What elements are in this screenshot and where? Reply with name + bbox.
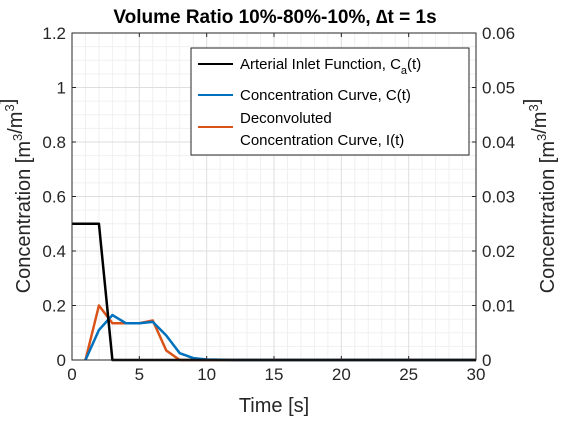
y-axis-right-label: Concentration [m3/m3] (521, 99, 559, 294)
x-tick-label: 10 (197, 365, 216, 384)
axis-ticks (71, 32, 477, 361)
x-axis-label: Time [s] (239, 395, 309, 417)
legend-label-arterial-inlet: Arterial Inlet Function, Ca(t) (240, 56, 421, 77)
axis-label-superscript: 3 (526, 104, 541, 111)
x-tick-label: 25 (399, 365, 418, 384)
y-right-tick-label: 0.04 (482, 133, 515, 152)
x-tick-labels: 0 5 10 15 20 25 30 (67, 365, 485, 384)
y-right-tick-label: 0.02 (482, 242, 515, 261)
y-left-tick-labels: 0 0.2 0.4 0.6 0.8 1 1.2 (42, 24, 66, 370)
y-left-tick-label: 1 (57, 79, 66, 98)
x-tick-label: 30 (467, 365, 486, 384)
axis-label-part: /m (529, 112, 551, 134)
y-right-tick-label: 0.03 (482, 188, 515, 207)
axis-label-part: /m (5, 112, 27, 134)
legend-label-arterial-inlet-main: Arterial Inlet Function, C (240, 56, 401, 73)
y-left-tick-label: 0.2 (42, 297, 66, 316)
y-left-tick-label: 1.2 (42, 24, 66, 43)
y-left-tick-label: 0.4 (42, 242, 66, 261)
y-right-tick-label: 0 (482, 351, 491, 370)
legend-label-concentration-curve: Concentration Curve, C(t) (240, 87, 411, 104)
axis-label-superscript: 3 (534, 134, 549, 141)
y-right-tick-label: 0.01 (482, 297, 515, 316)
axis-label-part: ] (0, 99, 19, 105)
x-tick-label: 20 (332, 365, 351, 384)
legend-label-arterial-inlet-subscript: a (401, 65, 408, 77)
y-left-tick-label: 0.6 (42, 188, 66, 207)
x-tick-label: 5 (135, 365, 144, 384)
y-right-tick-labels: 0 0.01 0.02 0.03 0.04 0.05 0.06 (482, 24, 515, 370)
y-left-tick-label: 0 (57, 351, 66, 370)
legend-label-deconvoluted-line1: Deconvoluted (240, 110, 332, 127)
y-right-tick-label: 0.05 (482, 79, 515, 98)
x-tick-label: 0 (67, 365, 76, 384)
y-axis-left-label: Concentration [m3/m3] (0, 99, 35, 294)
y-right-tick-label: 0.06 (482, 24, 515, 43)
legend-box (190, 47, 470, 156)
axis-label-part: Concentration [m (13, 141, 35, 293)
chart-title: Volume Ratio 10%-80%-10%, ∆t = 1s (113, 7, 436, 28)
y-left-tick-label: 0.8 (42, 133, 66, 152)
legend: Arterial Inlet Function, Ca(t) Concentra… (190, 47, 470, 156)
axis-label-part: Concentration [m (537, 141, 559, 293)
axis-label-superscript: 3 (2, 104, 17, 111)
x-tick-label: 15 (265, 365, 284, 384)
axis-label-superscript: 3 (10, 134, 25, 141)
legend-label-deconvoluted-line2: Concentration Curve, I(t) (240, 132, 404, 149)
axis-label-part: ] (521, 99, 543, 105)
legend-label-arterial-inlet-tail: (t) (407, 56, 421, 73)
